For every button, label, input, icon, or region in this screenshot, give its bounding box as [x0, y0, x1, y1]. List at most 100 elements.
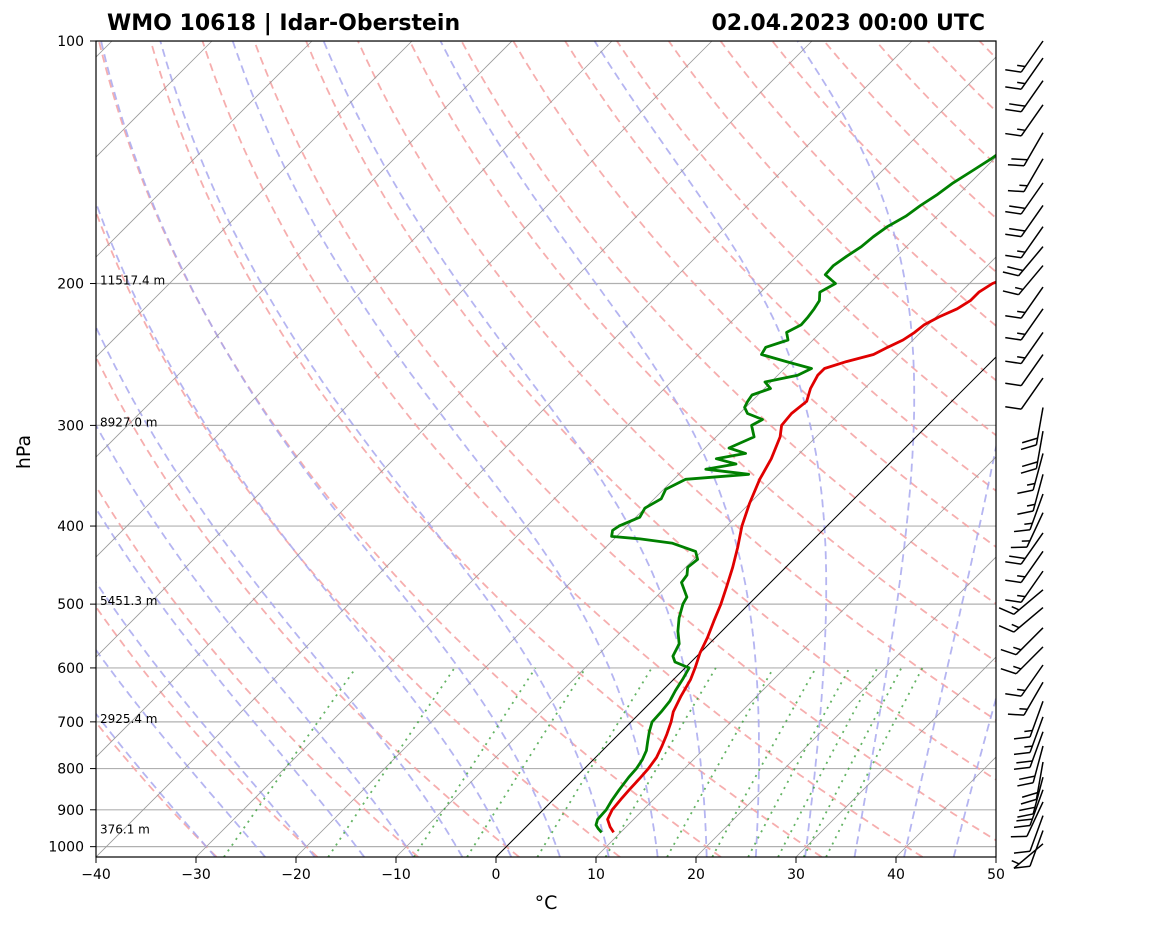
mixing-ratio-line: [413, 667, 537, 857]
wind-barbs: [998, 40, 1044, 869]
isotherm: [395, 256, 996, 857]
mixing-ratio-line: [666, 667, 775, 857]
barb-feather: [1020, 798, 1037, 805]
wind-barb: [1020, 407, 1044, 451]
y-tick-label: 100: [57, 34, 84, 50]
isotherm: [96, 41, 913, 857]
dry-adiabat: [564, 41, 996, 492]
temperature-profile: [606, 280, 996, 834]
dry-adiabat: [96, 209, 621, 857]
y-axis-ticks: 100 200 300 400 500 600 700 800 900 1000: [48, 34, 96, 856]
barb-feather: [1017, 574, 1026, 578]
barb-feather: [1005, 315, 1022, 319]
moist-adiabat: [100, 41, 561, 857]
wind-barb: [1013, 493, 1044, 533]
moist-adiabat: [96, 325, 464, 857]
barb-feather: [1013, 865, 1031, 869]
plot-frame: [95, 40, 997, 858]
barb-feather: [1019, 806, 1036, 812]
barb-feather: [1011, 623, 1020, 629]
moist-adiabat: [439, 41, 760, 857]
wind-barb: [1020, 431, 1044, 474]
chart-title-datetime: 02.04.2023 00:00 UTC: [711, 11, 985, 36]
barb-feather: [1013, 646, 1022, 651]
barb-feather: [1013, 751, 1031, 756]
barb-shaft: [1029, 830, 1044, 867]
wind-barb: [1017, 777, 1044, 818]
barb-feather: [1017, 81, 1026, 85]
wind-barb: [1005, 354, 1044, 387]
barb-feather: [1005, 406, 1022, 410]
barb-feather: [1017, 813, 1034, 818]
wind-barb: [1005, 331, 1044, 365]
y-tick-label: 900: [57, 803, 84, 819]
wind-barb: [1005, 308, 1044, 341]
barb-feather: [1017, 688, 1026, 692]
moist-adiabat: [903, 442, 996, 857]
barb-feather: [1016, 760, 1033, 764]
dry-adiabat: [616, 41, 996, 437]
barb-feather: [1014, 286, 1024, 291]
x-tick-label: −30: [181, 867, 211, 883]
isotherm: [195, 56, 996, 857]
x-tick-label: −10: [381, 867, 411, 883]
barb-feather: [1007, 266, 1024, 272]
barb-shaft: [1020, 354, 1044, 387]
mixing-ratio-line: [825, 667, 924, 857]
barb-feather: [1021, 437, 1038, 444]
barb-feather: [1020, 467, 1037, 474]
mixing-ratio-line: [604, 667, 717, 857]
isotherm: [795, 656, 996, 857]
mixing-ratio-line: [747, 667, 851, 857]
moist-adiabat: [159, 41, 610, 857]
barb-feather: [1026, 503, 1036, 507]
wind-barb: [1010, 512, 1044, 549]
height-labels: 11517.4 m 8927.0 m 5451.3 m 2925.4 m 376.1 m: [100, 274, 165, 837]
wind-barb: [1013, 789, 1044, 829]
barb-feather: [1024, 729, 1033, 733]
y-axis-label: hPa: [13, 435, 35, 469]
dry-adiabat: [253, 41, 996, 842]
x-axis-ticks: −40 −30 −20 −10 0 10 20 30 40 50: [81, 857, 1005, 883]
wind-barb: [1002, 246, 1044, 277]
y-tick-label: 600: [57, 661, 84, 677]
height-label: 8927.0 m: [100, 415, 158, 429]
background-lines: [96, 41, 996, 857]
barb-feather: [1000, 667, 1017, 675]
x-tick-label: 20: [687, 867, 705, 883]
barb-feather: [1005, 336, 1022, 341]
barb-feather: [1007, 713, 1025, 716]
chart-title-station: WMO 10618 | Idar-Oberstein: [107, 11, 460, 36]
barb-feather: [1017, 356, 1026, 359]
barb-feather: [1005, 382, 1022, 387]
barb-feather: [1020, 444, 1037, 451]
barb-feather: [1016, 818, 1033, 822]
dry-adiabat: [96, 720, 218, 857]
barb-feather: [1002, 271, 1019, 277]
barb-feather: [1026, 482, 1036, 486]
mixing-ratio-line: [802, 667, 903, 857]
wind-barb: [1005, 550, 1044, 584]
moist-adiabat: [593, 41, 828, 857]
barb-shaft: [1026, 801, 1044, 837]
mixing-ratio-line: [711, 667, 817, 857]
mixing-ratio-line: [777, 667, 879, 857]
dry-adiabat: [408, 41, 996, 663]
wind-barb: [1005, 57, 1044, 90]
wind-barb: [1017, 745, 1044, 787]
wind-barb: [1005, 80, 1044, 113]
barb-shaft: [1029, 815, 1044, 852]
wind-barb: [998, 589, 1044, 615]
barb-feather: [1011, 605, 1020, 611]
barb-feather: [1005, 108, 1022, 113]
wind-barb: [1005, 664, 1044, 697]
barb-feather: [1013, 736, 1031, 740]
mixing-ratio-line: [466, 667, 587, 857]
barb-feather: [1005, 360, 1022, 365]
wind-barb: [1013, 716, 1044, 756]
barb-feather: [1011, 859, 1020, 865]
wind-barb: [1005, 205, 1044, 238]
wind-barb: [1000, 627, 1044, 656]
wind-barb: [1005, 104, 1044, 137]
